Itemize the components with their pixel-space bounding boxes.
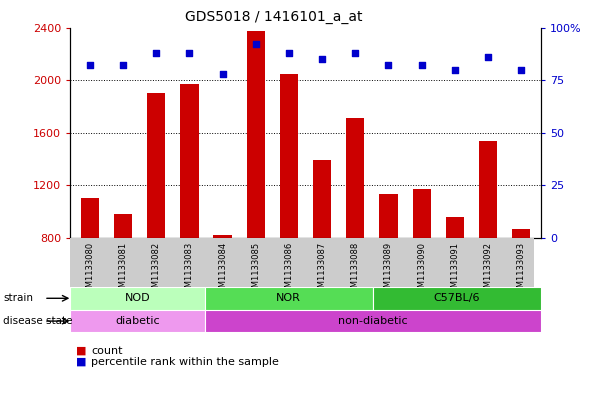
Bar: [180, 84, 198, 238]
FancyBboxPatch shape: [70, 238, 534, 287]
Bar: [512, 229, 530, 238]
Point: [384, 62, 393, 68]
Text: count: count: [91, 346, 123, 356]
Bar: [446, 217, 464, 238]
Bar: [204, 310, 541, 332]
Text: GSM1133092: GSM1133092: [483, 242, 492, 298]
Point: [317, 56, 327, 62]
Point: [85, 62, 95, 68]
Text: C57BL/6: C57BL/6: [434, 293, 480, 303]
Text: ■: ■: [76, 357, 86, 367]
Bar: [204, 287, 373, 310]
Text: diabetic: diabetic: [115, 316, 159, 326]
Bar: [70, 287, 204, 310]
Text: strain: strain: [3, 293, 33, 303]
Text: GSM1133081: GSM1133081: [119, 242, 128, 298]
Text: GSM1133086: GSM1133086: [285, 242, 294, 298]
Bar: [147, 93, 165, 238]
Point: [350, 50, 360, 56]
Bar: [114, 214, 132, 238]
Text: GSM1133088: GSM1133088: [351, 242, 360, 298]
Point: [417, 62, 427, 68]
Bar: [413, 189, 431, 238]
Point: [450, 66, 460, 73]
Text: non-diabetic: non-diabetic: [338, 316, 407, 326]
Bar: [313, 160, 331, 238]
Bar: [346, 118, 364, 238]
Text: GSM1133082: GSM1133082: [152, 242, 161, 298]
Text: GSM1133085: GSM1133085: [251, 242, 260, 298]
Point: [218, 71, 227, 77]
Text: GSM1133080: GSM1133080: [85, 242, 94, 298]
Bar: [373, 287, 541, 310]
Text: GSM1133083: GSM1133083: [185, 242, 194, 298]
Text: GSM1133093: GSM1133093: [517, 242, 526, 298]
Bar: [213, 235, 232, 238]
Text: ■: ■: [76, 346, 86, 356]
Text: NOR: NOR: [276, 293, 301, 303]
Text: GDS5018 / 1416101_a_at: GDS5018 / 1416101_a_at: [185, 10, 362, 24]
Point: [483, 54, 493, 60]
Bar: [247, 31, 265, 238]
Bar: [479, 141, 497, 238]
Point: [151, 50, 161, 56]
Bar: [379, 195, 398, 238]
Point: [516, 66, 526, 73]
Text: GSM1133089: GSM1133089: [384, 242, 393, 298]
Point: [118, 62, 128, 68]
Text: GSM1133091: GSM1133091: [451, 242, 459, 298]
Bar: [70, 310, 204, 332]
Text: GSM1133084: GSM1133084: [218, 242, 227, 298]
Bar: [81, 198, 99, 238]
Text: GSM1133087: GSM1133087: [317, 242, 326, 298]
Text: NOD: NOD: [125, 293, 150, 303]
Point: [184, 50, 194, 56]
Text: GSM1133090: GSM1133090: [417, 242, 426, 298]
Text: percentile rank within the sample: percentile rank within the sample: [91, 357, 279, 367]
Text: disease state: disease state: [3, 316, 72, 326]
Point: [251, 41, 261, 48]
Point: [284, 50, 294, 56]
Bar: [280, 73, 298, 238]
